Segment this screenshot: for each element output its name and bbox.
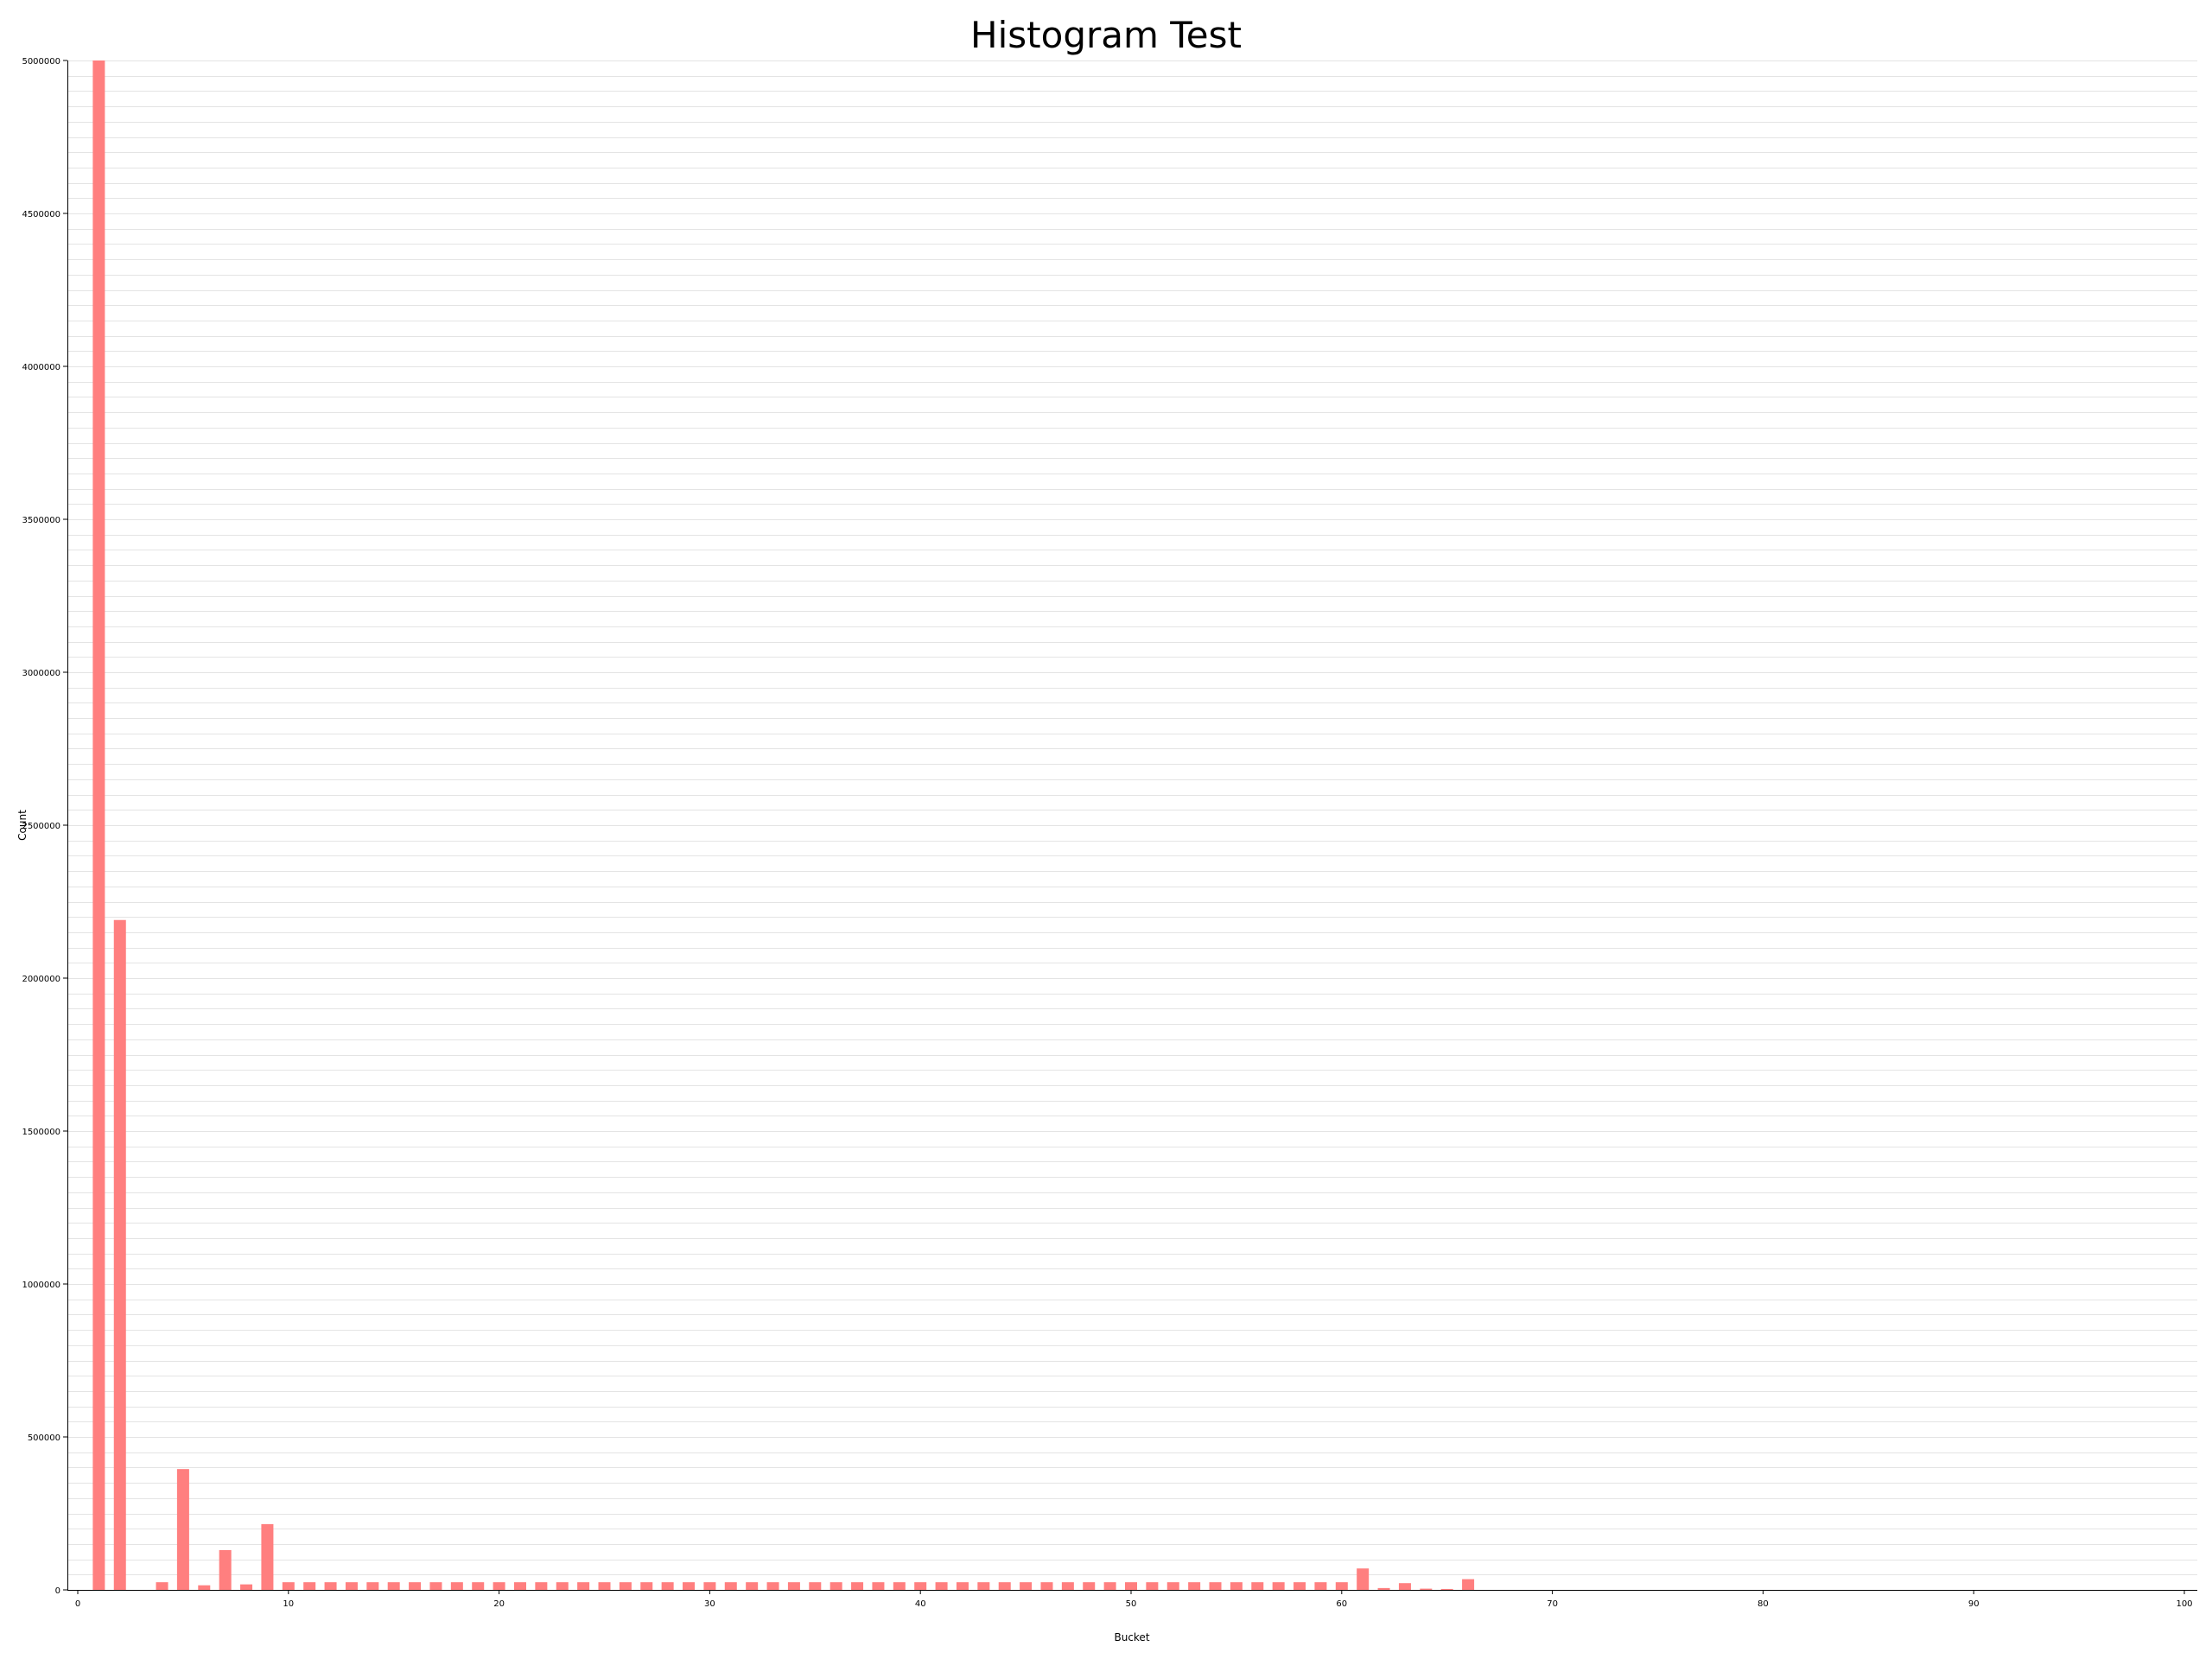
histogram-bar xyxy=(766,1582,779,1590)
y-tick-label: 1500000 xyxy=(22,1128,60,1137)
histogram-bar xyxy=(1040,1582,1053,1590)
histogram-bar xyxy=(472,1582,485,1590)
y-tick-label: 1000000 xyxy=(22,1281,60,1290)
histogram-bar xyxy=(872,1582,885,1590)
y-tick-label: 3500000 xyxy=(22,516,60,525)
histogram-bar xyxy=(556,1582,569,1590)
histogram-bar xyxy=(1188,1582,1201,1590)
histogram-bar xyxy=(1146,1582,1159,1590)
histogram-bar xyxy=(977,1582,990,1590)
histogram-bar xyxy=(261,1523,274,1590)
histogram-bar xyxy=(661,1582,674,1590)
histogram-bar xyxy=(703,1582,716,1590)
histogram-bar xyxy=(724,1582,737,1590)
histogram-bar xyxy=(366,1582,379,1590)
histogram-bar xyxy=(113,919,126,1590)
histogram-bar xyxy=(1357,1568,1370,1590)
bars xyxy=(92,60,1475,1590)
histogram-bar xyxy=(156,1582,168,1590)
histogram-bar xyxy=(493,1582,505,1590)
histogram-bar xyxy=(409,1582,422,1590)
histogram-bar xyxy=(92,60,105,1590)
histogram-bar xyxy=(240,1584,253,1590)
histogram-bar xyxy=(1335,1582,1348,1590)
histogram-bar xyxy=(851,1582,864,1590)
histogram-bar xyxy=(1251,1582,1264,1590)
histogram-bar xyxy=(535,1582,548,1590)
x-tick-label: 70 xyxy=(1547,1599,1558,1609)
x-axis-label: Bucket xyxy=(1114,1631,1150,1643)
histogram-bar xyxy=(893,1582,906,1590)
histogram-bar xyxy=(1020,1582,1033,1590)
grid-lines xyxy=(67,60,2197,1575)
histogram-bar xyxy=(1166,1582,1179,1590)
x-tick-label: 100 xyxy=(2176,1599,2192,1609)
histogram-bar xyxy=(1294,1582,1306,1590)
histogram-bar xyxy=(450,1582,463,1590)
histogram-bar xyxy=(914,1582,927,1590)
x-tick-label: 10 xyxy=(283,1599,294,1609)
histogram-bar xyxy=(746,1582,759,1590)
histogram-bar xyxy=(956,1582,969,1590)
histogram-bar xyxy=(577,1582,590,1590)
y-tick-label: 0 xyxy=(55,1586,60,1596)
axes xyxy=(63,60,2197,1594)
y-tick-label: 500000 xyxy=(28,1433,60,1443)
histogram-bar xyxy=(1440,1588,1453,1590)
y-tick-label: 2000000 xyxy=(22,975,60,984)
histogram-bar xyxy=(345,1582,358,1590)
histogram-bar xyxy=(324,1582,337,1590)
histogram-bar xyxy=(219,1549,232,1590)
x-tick-label: 20 xyxy=(493,1599,505,1609)
tick-labels: 0 10 20 30 40 50 60 70 80 90 100 0 500000 1000000 1500… xyxy=(22,57,2192,1609)
histogram-bar xyxy=(1230,1582,1243,1590)
histogram-bar xyxy=(998,1582,1011,1590)
y-tick-label: 4500000 xyxy=(22,210,60,219)
histogram-bar xyxy=(1314,1582,1327,1590)
histogram-bar xyxy=(1398,1583,1411,1590)
histogram-bar xyxy=(1061,1582,1074,1590)
histogram-bar xyxy=(1272,1582,1285,1590)
histogram-bar xyxy=(1103,1582,1116,1590)
histogram-bar xyxy=(640,1582,653,1590)
x-tick-label: 50 xyxy=(1126,1599,1137,1609)
y-tick-label: 4000000 xyxy=(22,363,60,372)
histogram-bar xyxy=(598,1582,611,1590)
histogram-bar xyxy=(1377,1587,1390,1590)
histogram-bar xyxy=(387,1582,400,1590)
x-tick-label: 60 xyxy=(1336,1599,1347,1609)
histogram-bar xyxy=(935,1582,948,1590)
histogram-bar xyxy=(1209,1582,1222,1590)
histogram-bar xyxy=(198,1585,211,1590)
histogram-bar xyxy=(303,1582,316,1590)
histogram-bar xyxy=(1420,1588,1433,1590)
histogram-bar xyxy=(809,1582,822,1590)
x-tick-label: 80 xyxy=(1758,1599,1769,1609)
y-tick-label: 5000000 xyxy=(22,57,60,67)
histogram-bar xyxy=(513,1582,526,1590)
histogram-bar xyxy=(176,1469,189,1590)
y-tick-label: 2500000 xyxy=(22,822,60,831)
x-tick-label: 90 xyxy=(1968,1599,1980,1609)
histogram-bar xyxy=(1462,1579,1475,1590)
histogram-bar xyxy=(1125,1582,1137,1590)
y-tick-label: 3000000 xyxy=(22,669,60,678)
histogram-bar xyxy=(282,1582,295,1590)
histogram-bar xyxy=(830,1582,842,1590)
histogram-bar xyxy=(683,1582,696,1590)
x-tick-label: 40 xyxy=(915,1599,926,1609)
x-tick-label: 0 xyxy=(75,1599,80,1609)
histogram-bar xyxy=(619,1582,632,1590)
x-tick-label: 30 xyxy=(704,1599,715,1609)
histogram-bar xyxy=(787,1582,800,1590)
histogram-bar xyxy=(429,1582,442,1590)
chart-title: Histogram Test xyxy=(970,14,1242,56)
histogram-bar xyxy=(1083,1582,1096,1590)
